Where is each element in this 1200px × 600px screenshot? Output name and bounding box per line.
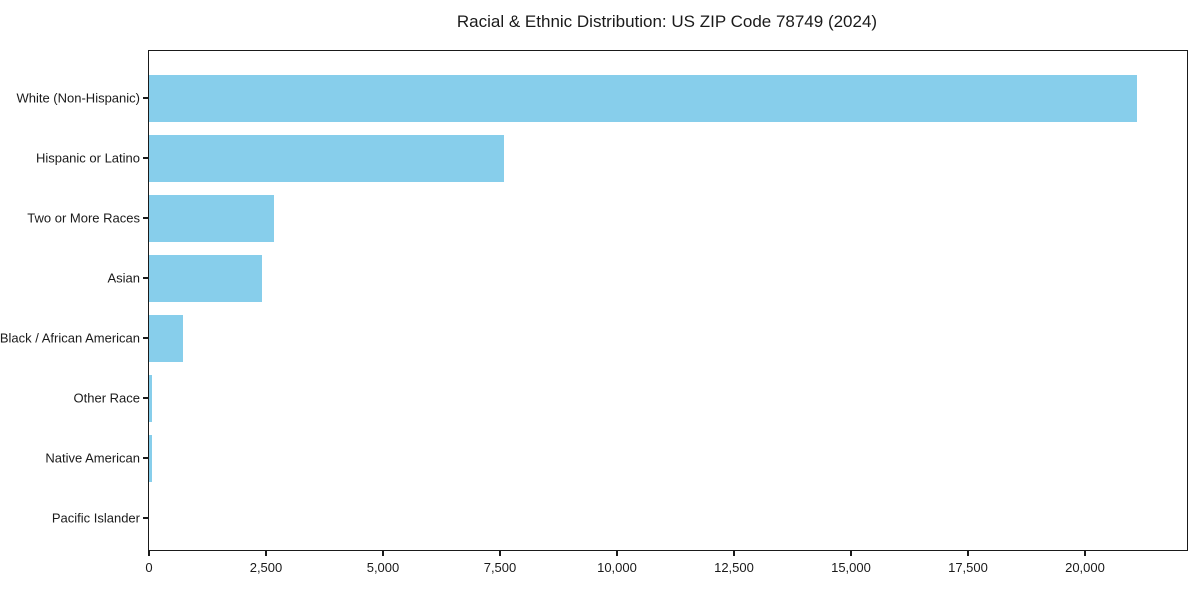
y-tick-mark bbox=[142, 397, 148, 399]
x-tick-label: 5,000 bbox=[366, 560, 400, 575]
y-tick-mark bbox=[142, 457, 148, 459]
bar-native-american bbox=[149, 434, 152, 482]
y-axis-category-label: Native American bbox=[45, 450, 140, 466]
bar-two-or-more-races bbox=[149, 194, 274, 242]
bar-other-race bbox=[149, 374, 153, 422]
x-tick-mark bbox=[499, 551, 501, 556]
x-tick-mark bbox=[148, 551, 150, 556]
x-tick-label: 10,000 bbox=[597, 560, 637, 575]
y-axis-category-label: Other Race bbox=[73, 390, 140, 406]
y-tick-mark bbox=[142, 337, 148, 339]
x-tick-mark bbox=[1084, 551, 1086, 556]
y-tick-mark bbox=[142, 217, 148, 219]
x-tick-label: 12,500 bbox=[714, 560, 754, 575]
y-tick-mark bbox=[142, 517, 148, 519]
y-tick-mark bbox=[142, 277, 148, 279]
bar-black-african-american bbox=[149, 314, 183, 362]
chart-title: Racial & Ethnic Distribution: US ZIP Cod… bbox=[456, 12, 878, 31]
bar-asian bbox=[149, 254, 262, 302]
y-tick-mark bbox=[142, 157, 148, 159]
bar-white-non-hispanic bbox=[149, 74, 1138, 122]
x-tick-mark bbox=[382, 551, 384, 556]
bar-hispanic-or-latino bbox=[149, 134, 505, 182]
y-axis-category-label: White (Non-Hispanic) bbox=[16, 90, 140, 106]
x-tick-label: 7,500 bbox=[483, 560, 517, 575]
x-tick-label: 17,500 bbox=[948, 560, 988, 575]
x-tick-label: 2,500 bbox=[249, 560, 283, 575]
x-tick-mark bbox=[850, 551, 852, 556]
y-axis-category-label: Pacific Islander bbox=[51, 510, 140, 526]
plot-area: White (Non-Hispanic) Hispanic or Latino Tw… bbox=[0, 50, 1188, 575]
x-tick-mark bbox=[265, 551, 267, 556]
x-tick-label: 15,000 bbox=[831, 560, 871, 575]
y-axis-category-label: Two or More Races bbox=[27, 210, 140, 226]
x-tick-label: 0 bbox=[145, 560, 153, 575]
y-axis-category-label: Asian bbox=[107, 270, 140, 286]
x-tick-label: 20,000 bbox=[1065, 560, 1105, 575]
y-axis-category-label: Hispanic or Latino bbox=[35, 150, 140, 166]
x-tick-mark bbox=[616, 551, 618, 556]
y-axis-category-label: Black / African American bbox=[0, 330, 140, 346]
x-tick-mark bbox=[733, 551, 735, 556]
y-tick-mark bbox=[142, 97, 148, 99]
x-tick-mark bbox=[967, 551, 969, 556]
